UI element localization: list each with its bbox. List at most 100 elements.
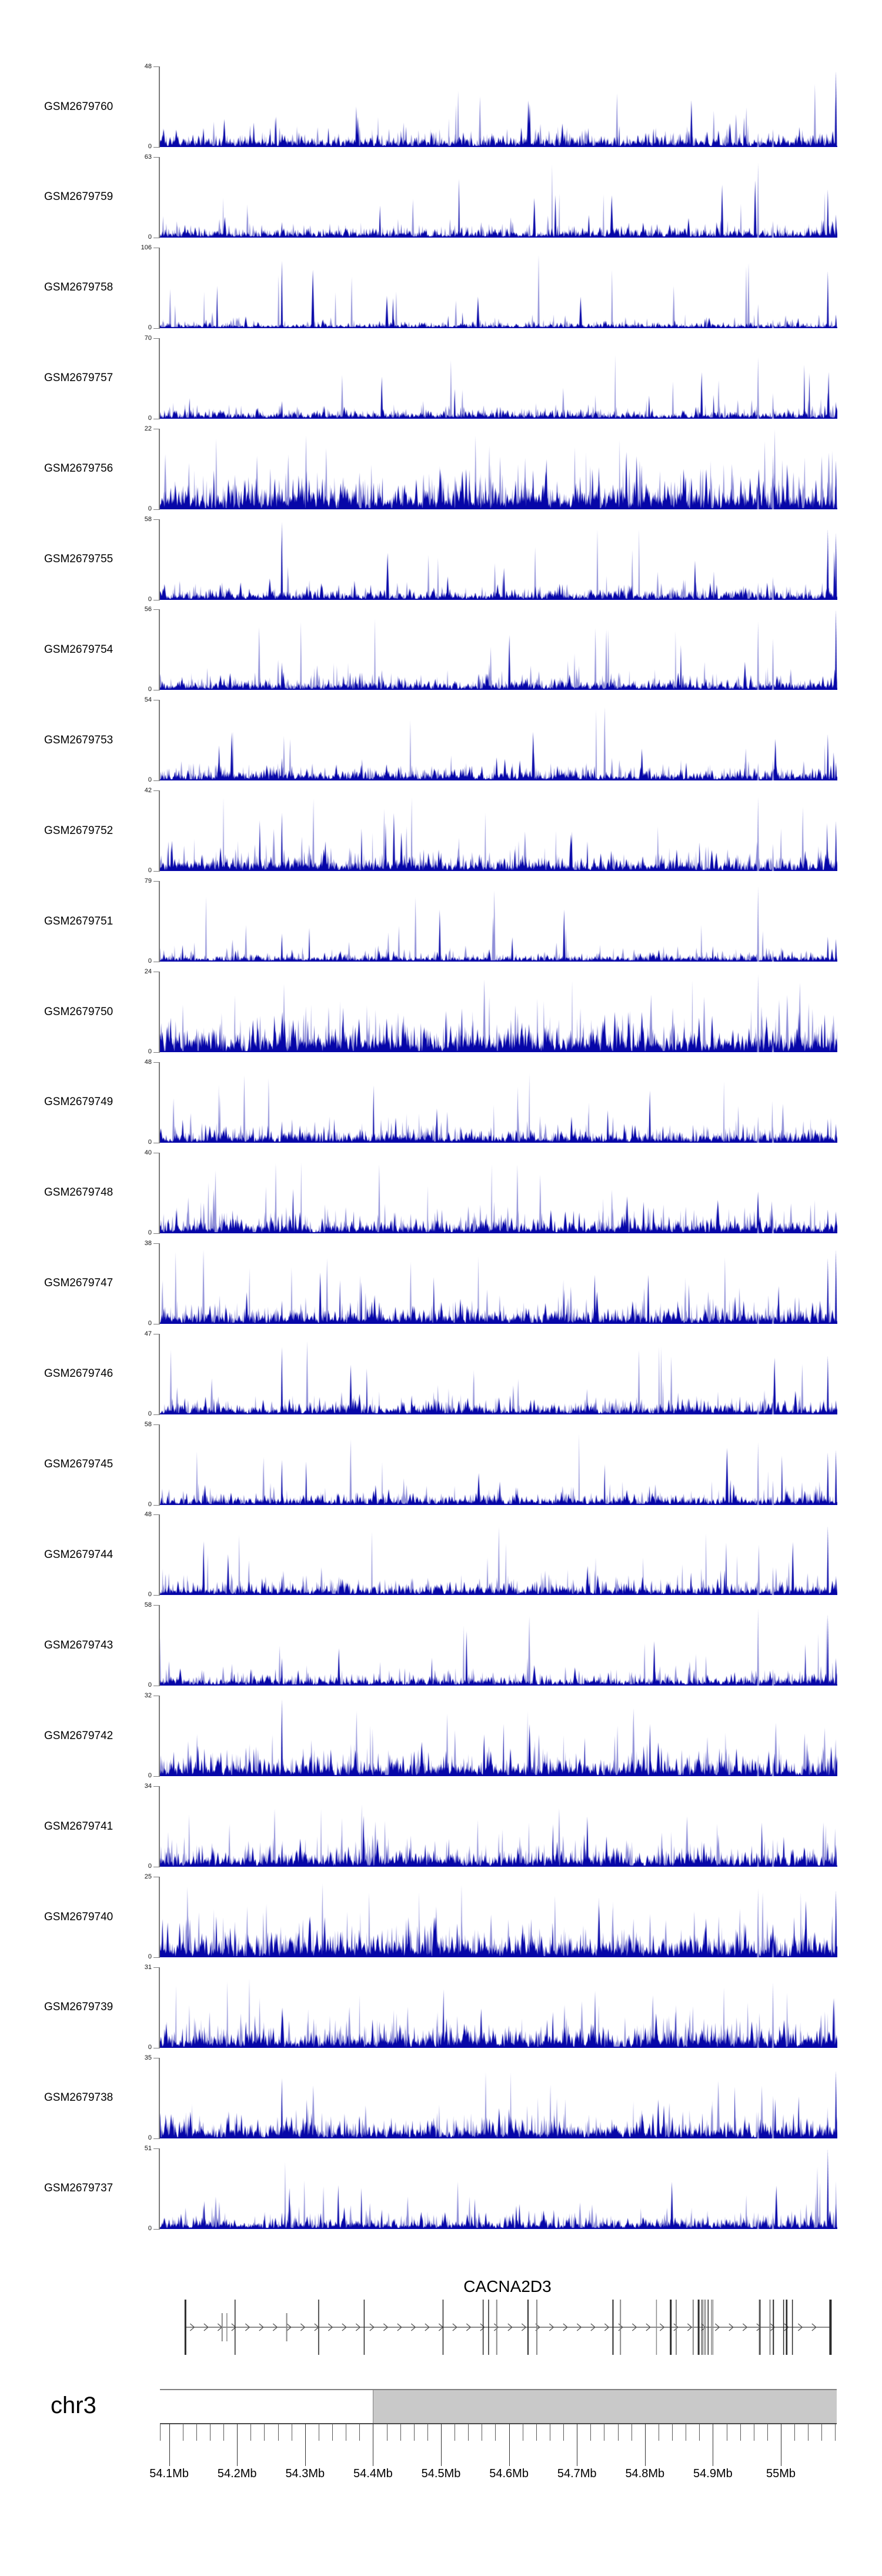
track-row: GSM2679759 63 0 <box>0 153 882 241</box>
strand-direction-chevron-icon <box>272 2323 278 2331</box>
strand-direction-chevron-icon <box>300 2323 306 2331</box>
track-row: GSM2679739 31 0 <box>0 1964 882 2051</box>
exon-mark <box>221 2313 223 2341</box>
track-y-axis-line <box>159 972 160 1053</box>
track-y-axis-line <box>159 519 160 600</box>
ruler-minor-tick <box>278 2424 279 2441</box>
track-label: GSM2679746 <box>44 1367 113 1380</box>
exon-mark <box>612 2300 614 2355</box>
track-label: GSM2679759 <box>44 191 113 203</box>
ruler-major-tick <box>169 2424 170 2466</box>
track-label: GSM2679740 <box>44 1910 113 1923</box>
track-zero-label: 0 <box>148 595 152 603</box>
strand-direction-chevron-icon <box>549 2323 554 2331</box>
ruler-minor-tick <box>740 2424 741 2441</box>
track-ymax-label: 54 <box>144 696 152 704</box>
track-y-axis-tick <box>153 1062 159 1063</box>
ruler-minor-tick <box>264 2424 265 2441</box>
track-label: GSM2679745 <box>44 1458 113 1470</box>
ruler-major-tick <box>644 2424 646 2466</box>
track-ymax-label: 40 <box>144 1149 152 1156</box>
track-label: GSM2679753 <box>44 733 113 746</box>
track-ymax-label: 35 <box>144 2054 152 2061</box>
track-ymax-label: 25 <box>144 1873 152 1880</box>
gene-model-svg <box>184 2300 832 2355</box>
ruler-position-label: 54.4Mb <box>353 2467 393 2480</box>
track-y-axis-tick <box>153 1504 159 1506</box>
ruler-minor-tick <box>223 2424 225 2441</box>
ruler-minor-tick <box>821 2424 823 2441</box>
track-y-axis-tick <box>153 338 159 339</box>
track-y-axis-tick <box>153 1414 159 1415</box>
track-y-axis-tick <box>153 1233 159 1234</box>
ruler-minor-tick <box>699 2424 700 2441</box>
strand-direction-chevron-icon <box>563 2323 568 2331</box>
strand-direction-chevron-icon <box>245 2323 250 2331</box>
ruler-major-tick <box>237 2424 238 2466</box>
track-y-axis-tick <box>153 2148 159 2149</box>
strand-direction-chevron-icon <box>203 2323 209 2331</box>
ruler-minor-tick <box>617 2424 619 2441</box>
ruler-minor-tick <box>196 2424 197 2441</box>
track-y-axis-tick <box>153 1424 159 1425</box>
track-y-axis-line <box>159 1424 160 1506</box>
strand-direction-chevron-icon <box>784 2323 789 2331</box>
track-row: GSM2679760 48 0 <box>0 63 882 150</box>
track-y-axis-tick <box>153 881 159 882</box>
coverage-signal-canvas <box>160 1424 837 1505</box>
ruler-position-label: 54.5Mb <box>421 2467 461 2480</box>
track-y-axis-tick <box>153 1605 159 1606</box>
track-y-axis-line <box>159 1243 160 1324</box>
strand-direction-chevron-icon <box>687 2323 693 2331</box>
track-y-axis-line <box>159 609 160 691</box>
track-y-axis-line <box>159 66 160 148</box>
track-ymax-label: 63 <box>144 153 152 161</box>
track-label: GSM2679751 <box>44 915 113 927</box>
track-ymax-label: 32 <box>144 1692 152 1700</box>
exon-mark <box>496 2300 497 2355</box>
strand-direction-chevron-icon <box>673 2323 679 2331</box>
track-row: GSM2679752 42 0 <box>0 787 882 874</box>
ruler-position-label: 54.3Mb <box>285 2467 325 2480</box>
track-label: GSM2679739 <box>44 2001 113 2014</box>
track-y-axis-line <box>159 1333 160 1415</box>
track-row: GSM2679751 79 0 <box>0 877 882 965</box>
exon-mark <box>783 2300 784 2355</box>
track-y-axis-tick <box>153 871 159 872</box>
coverage-signal-canvas <box>160 2148 837 2229</box>
exon-mark <box>482 2300 484 2355</box>
exon-mark <box>442 2300 444 2355</box>
track-label: GSM2679752 <box>44 824 113 837</box>
ruler-baseline <box>159 2423 837 2424</box>
track-y-axis-line <box>159 790 160 872</box>
exon-mark <box>704 2300 706 2355</box>
track-ymax-label: 70 <box>144 334 152 342</box>
track-ymax-label: 47 <box>144 1330 152 1337</box>
strand-direction-chevron-icon <box>286 2323 292 2331</box>
exon-mark <box>791 2300 793 2355</box>
track-zero-label: 0 <box>148 1500 152 1508</box>
chromosome-label: chr3 <box>51 2393 96 2418</box>
ruler-minor-tick <box>400 2424 401 2441</box>
ruler-position-label: 54.8Mb <box>625 2467 665 2480</box>
track-ymax-label: 58 <box>144 515 152 523</box>
ideogram-stain-segment <box>373 2390 837 2424</box>
track-y-axis-line <box>159 1605 160 1687</box>
ruler-minor-tick <box>835 2424 836 2441</box>
ruler-minor-tick <box>672 2424 673 2441</box>
track-row: GSM2679742 32 0 <box>0 1692 882 1779</box>
track-label: GSM2679760 <box>44 100 113 113</box>
coverage-signal-canvas <box>160 1152 837 1233</box>
track-y-axis-line <box>159 2148 160 2230</box>
track-ymax-label: 22 <box>144 425 152 432</box>
strand-direction-chevron-icon <box>576 2323 582 2331</box>
track-row: GSM2679740 25 0 <box>0 1873 882 1960</box>
track-zero-label: 0 <box>148 323 152 331</box>
strand-direction-chevron-icon <box>231 2323 236 2331</box>
exon-mark <box>620 2300 622 2355</box>
track-row: GSM2679758 106 0 <box>0 244 882 331</box>
coverage-signal-canvas <box>160 156 837 238</box>
coverage-signal-canvas <box>160 338 837 419</box>
track-row: GSM2679746 47 0 <box>0 1330 882 1417</box>
